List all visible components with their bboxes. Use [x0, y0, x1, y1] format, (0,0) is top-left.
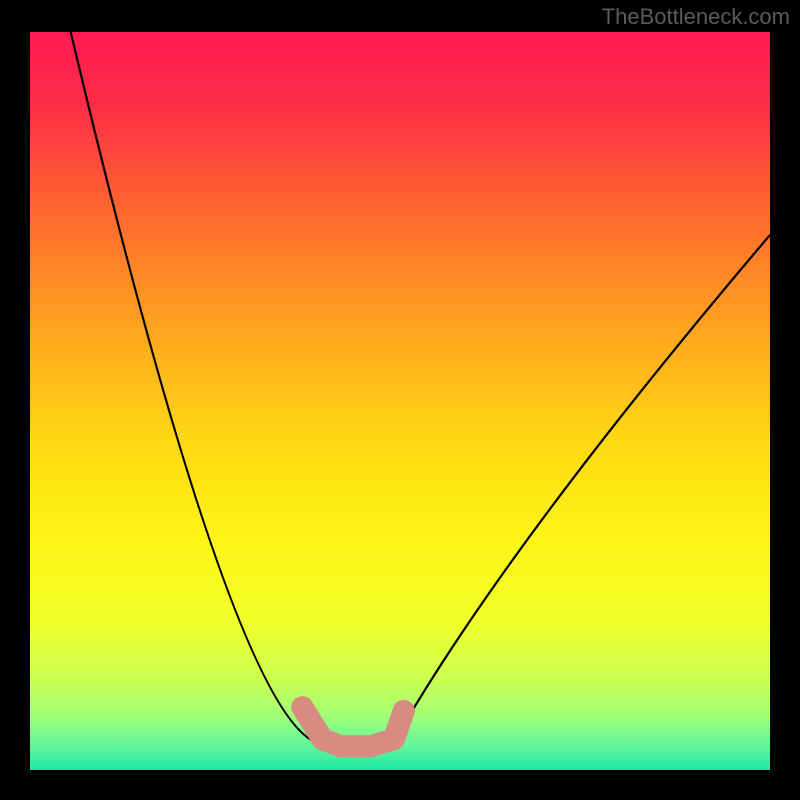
- chart-svg: [0, 0, 800, 800]
- highlight-endpoint-right: [393, 700, 415, 722]
- chart-root: TheBottleneck.com: [0, 0, 800, 800]
- plot-background: [30, 32, 770, 770]
- watermark-text: TheBottleneck.com: [602, 4, 790, 30]
- highlight-endpoint-left: [291, 696, 313, 718]
